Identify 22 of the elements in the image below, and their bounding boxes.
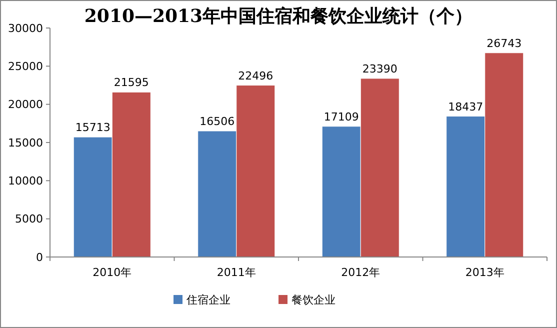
data-label: 21595: [114, 76, 149, 90]
y-tick-label: 5000: [15, 212, 43, 226]
y-tick-label: 0: [36, 250, 43, 264]
y-tick-label: 15000: [8, 136, 43, 150]
data-label: 17109: [324, 110, 359, 124]
x-tick-label: 2012年: [341, 266, 380, 279]
data-label: 16506: [200, 115, 235, 128]
data-label: 26743: [486, 36, 522, 50]
data-label: 23390: [362, 62, 398, 76]
x-tick-label: 2011年: [216, 266, 256, 279]
chart-title: 2010—2013年中国住宿和餐饮企业统计（个）: [84, 6, 473, 27]
data-label: 15713: [75, 121, 110, 134]
legend-label: 餐饮企业: [292, 293, 336, 306]
data-label: 22496: [238, 69, 274, 82]
y-tick-label: 30000: [8, 22, 43, 35]
y-tick-label: 10000: [8, 174, 43, 188]
y-tick-label: 20000: [8, 98, 43, 112]
x-tick-label: 2010年: [92, 266, 132, 279]
legend-label: 住宿企业: [186, 293, 230, 306]
y-tick-label: 25000: [8, 60, 43, 74]
x-tick-label: 2013年: [465, 266, 504, 279]
data-label: 18437: [448, 100, 484, 114]
